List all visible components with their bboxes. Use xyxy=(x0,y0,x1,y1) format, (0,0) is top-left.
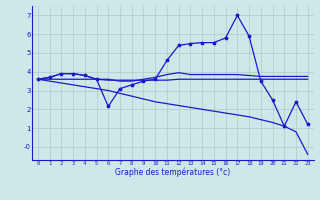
X-axis label: Graphe des températures (°c): Graphe des températures (°c) xyxy=(115,168,230,177)
